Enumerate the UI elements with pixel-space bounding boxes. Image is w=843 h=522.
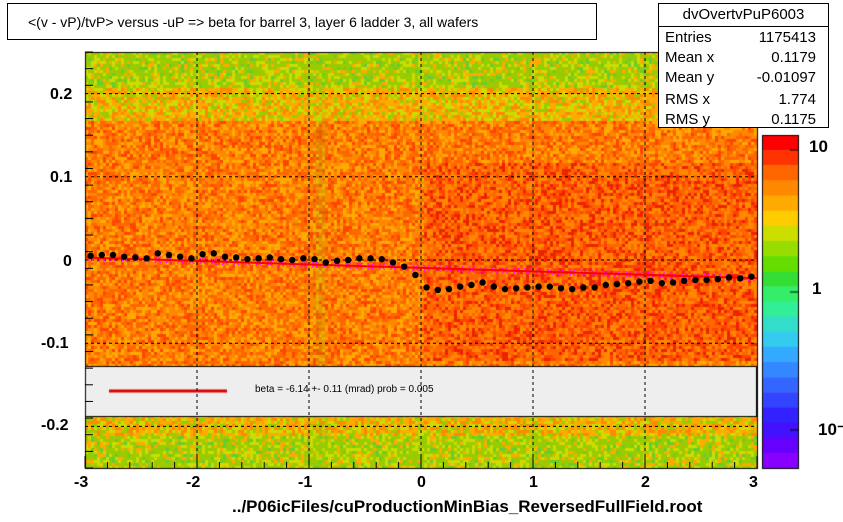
profile-point <box>412 271 419 279</box>
profile-point <box>591 284 598 291</box>
x-tick-label: 0 <box>417 474 426 491</box>
x-tick-label: -1 <box>298 474 313 491</box>
profile-point <box>109 251 117 259</box>
stats-histogram-name: dvOvertvPuP6003 <box>659 4 828 27</box>
profile-point <box>289 256 296 264</box>
profile-point <box>513 285 520 292</box>
y-tick-label: 0.1 <box>50 169 73 186</box>
profile-point <box>613 280 621 288</box>
stats-row-rms-y: RMS y 0.1175 <box>665 110 816 130</box>
x-tick-label: 2 <box>641 474 650 491</box>
profile-point <box>625 280 632 287</box>
x-tick-label: -3 <box>74 474 89 491</box>
stats-label: Mean x <box>665 49 715 66</box>
stats-label: Mean y <box>665 69 715 86</box>
z-tick-label: 1 <box>812 279 822 298</box>
profile-point <box>322 259 329 266</box>
profile-point <box>692 276 699 284</box>
profile-point <box>266 254 273 261</box>
stats-box: dvOvertvPuP6003 Entries 1175413 Mean x 0… <box>658 3 829 128</box>
profile-point <box>87 252 94 260</box>
chart-title: <(v - vP)/tvP> versus -uP => beta for ba… <box>28 14 479 30</box>
profile-point <box>277 255 285 263</box>
profile-point <box>221 253 229 260</box>
profile-point <box>468 281 475 289</box>
profile-point <box>490 283 497 290</box>
profile-point <box>423 284 430 291</box>
profile-point <box>703 276 710 284</box>
x-axis-title: ../P06icFiles/cuProductionMinBias_Revers… <box>232 497 703 516</box>
y-tick-label: -0.1 <box>41 335 69 352</box>
profile-point <box>501 285 509 293</box>
x-tick-label: 3 <box>749 474 758 491</box>
stats-label: RMS y <box>665 111 710 128</box>
profile-point <box>479 279 486 286</box>
profile-point <box>199 250 206 258</box>
profile-point <box>233 254 240 261</box>
z-tick-label: 10⁻¹ <box>818 420 843 439</box>
stats-row-entries: Entries 1175413 <box>665 28 816 48</box>
chart-title-box: <(v - vP)/tvP> versus -uP => beta for ba… <box>7 3 597 40</box>
profile-point <box>333 257 341 265</box>
profile-point <box>636 278 643 285</box>
profile-point <box>177 253 184 260</box>
profile-point <box>748 273 755 280</box>
profile-point <box>188 255 195 262</box>
y-tick-label: 0 <box>63 253 72 270</box>
y-tick-label: 0.2 <box>50 86 73 103</box>
profile-point <box>457 283 464 290</box>
stats-value: 1175413 <box>758 29 816 46</box>
profile-point <box>725 274 733 281</box>
stats-value: 0.1179 <box>771 49 816 66</box>
y-tick-label: -0.2 <box>41 417 69 434</box>
profile-point <box>647 277 654 284</box>
profile-point <box>524 284 531 291</box>
profile-point <box>311 255 318 263</box>
profile-point <box>121 253 128 260</box>
profile-point <box>356 255 363 262</box>
profile-point <box>143 255 150 262</box>
stats-label: Entries <box>665 29 712 46</box>
profile-point <box>557 285 565 292</box>
fit-line <box>84 256 758 280</box>
profile-point <box>401 263 408 270</box>
profile-point <box>367 255 374 262</box>
profile-point <box>602 281 609 289</box>
x-tick-label: -2 <box>186 474 201 491</box>
profile-point <box>434 286 441 294</box>
profile-point <box>378 255 385 263</box>
stats-value: 1.774 <box>778 91 816 108</box>
stats-value: 0.1175 <box>771 111 816 128</box>
profile-point <box>737 275 744 282</box>
x-tick-label: 1 <box>529 474 538 491</box>
profile-point <box>389 259 397 266</box>
stats-row-rms-x: RMS x 1.774 <box>665 90 816 110</box>
profile-point <box>569 285 576 293</box>
profile-point <box>98 251 106 259</box>
profile-point <box>445 285 453 293</box>
profile-point <box>669 279 677 286</box>
stats-value: -0.01097 <box>756 69 816 86</box>
profile-point <box>244 255 251 263</box>
profile-point <box>165 251 173 259</box>
z-tick-label: 10 <box>809 137 828 156</box>
profile-point <box>345 256 352 264</box>
profile-point <box>210 250 217 257</box>
stats-row-mean-y: Mean y -0.01097 <box>665 68 816 88</box>
stats-label: RMS x <box>665 91 710 108</box>
profile-point <box>132 254 139 261</box>
profile-point <box>154 250 161 257</box>
profile-point <box>300 255 307 262</box>
profile-point <box>681 277 688 284</box>
fit-legend-label: beta = -6.14 +- 0.11 (mrad) prob = 0.005 <box>255 384 434 395</box>
profile-point <box>714 275 721 283</box>
profile-point <box>580 284 587 291</box>
profile-point <box>658 280 665 287</box>
stats-row-mean-x: Mean x 0.1179 <box>665 48 816 68</box>
profile-point <box>535 283 542 290</box>
profile-point <box>546 283 553 290</box>
profile-point <box>255 255 262 262</box>
